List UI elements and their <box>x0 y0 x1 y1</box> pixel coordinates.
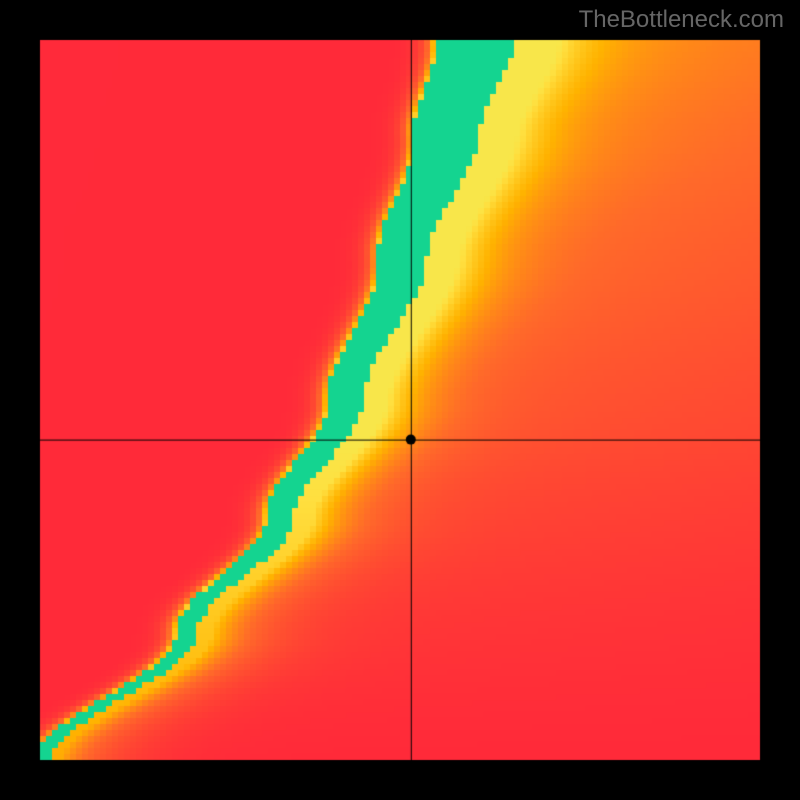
watermark-text: TheBottleneck.com <box>579 6 784 34</box>
bottleneck-heatmap <box>0 0 800 800</box>
chart-container: TheBottleneck.com <box>0 0 800 800</box>
